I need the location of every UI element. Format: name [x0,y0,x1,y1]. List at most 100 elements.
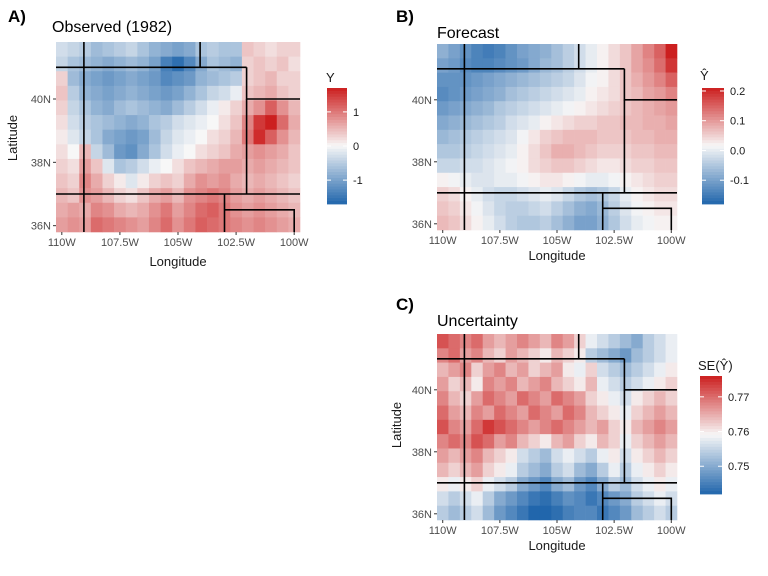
heatmap-cell [482,405,495,421]
heatmap-cell [574,477,586,492]
heatmap-cell [574,334,586,349]
heatmap-cell [448,477,461,492]
heatmap-cell [539,115,552,131]
legend-color-step [700,405,722,409]
heatmap-cell [448,334,461,349]
panel-b-x-axis: 110W 107.5W 105W 102.5W 100W [429,230,686,247]
heatmap-cell [276,129,289,145]
heatmap-cell [288,100,301,116]
legend-color-step [700,437,722,442]
heatmap-cell [265,56,278,72]
heatmap-cell [437,419,449,435]
legend-color-step [327,172,347,176]
heatmap-cell [79,71,92,87]
legend-color-step [700,488,722,492]
heatmap-cell [631,334,644,349]
legend-color-step [702,146,724,150]
heatmap-cell [619,505,632,521]
heatmap-cell [448,419,461,435]
heatmap-cell [562,86,575,102]
heatmap-cell [528,115,541,131]
heatmap-cell [562,362,575,378]
legend-color-step [700,381,722,386]
legend-color-step [702,134,724,138]
legend-color-step [327,143,347,147]
heatmap-cell [437,391,449,406]
heatmap-cell [459,101,472,116]
heatmap-cell [471,144,484,159]
heatmap-cell [448,348,461,363]
heatmap-cell [265,158,278,174]
heatmap-cell [114,202,127,218]
heatmap-cell [218,144,231,160]
heatmap-cell [288,144,301,160]
legend-color-step [700,411,722,415]
heatmap-cell [67,115,80,130]
heatmap-cell [574,58,586,73]
heatmap-cell [517,434,529,449]
heatmap-cell [619,101,632,116]
heatmap-cell [137,144,150,160]
heatmap-cell [125,71,138,87]
heatmap-cell [482,72,495,88]
heatmap-cell [67,85,80,101]
heatmap-cell [67,42,80,57]
heatmap-cell [585,334,598,349]
heatmap-cell [183,129,196,145]
heatmap-cell [654,362,666,378]
legend-color-step [700,491,722,495]
heatmap-cell [471,505,484,521]
heatmap-cell [56,202,68,218]
legend-color-step [702,102,724,106]
legend-color-step [702,131,724,135]
heatmap-cell [494,86,506,102]
heatmap-cell [172,56,185,72]
heatmap-cell [102,42,115,57]
heatmap-cell [137,42,150,57]
heatmap-cell [642,462,655,478]
heatmap-cell [125,173,138,189]
heatmap-cell [517,58,529,73]
heatmap-cell [562,58,575,73]
heatmap-cell [551,448,564,464]
heatmap-cell [482,187,495,202]
panel-a-heatmap [56,42,301,233]
heatmap-cell [585,187,598,202]
legend-tick-label: -0.1 [730,175,749,187]
legend-color-step [702,96,724,100]
heatmap-cell [631,391,644,406]
heatmap-cell [642,405,655,421]
heatmap-cell [665,172,678,188]
heatmap-cell [160,173,173,189]
legend-color-step [702,177,724,182]
legend-color-step [702,189,724,193]
heatmap-cell [494,362,506,378]
legend-color-step [700,446,722,451]
heatmap-cell [437,448,449,464]
heatmap-cell [631,187,644,202]
heatmap-cell [562,129,575,145]
heatmap-cell [218,56,231,72]
heatmap-cell [230,158,243,174]
heatmap-cell [608,405,621,421]
heatmap-cell [631,172,644,188]
heatmap-cell [517,101,529,116]
heatmap-cell [562,215,575,231]
heatmap-cell [574,101,586,116]
heatmap-cell [654,334,666,349]
panel-b: B) Forecast 110W 107.5W 105W 102.5W 100W 36N… [396,7,749,263]
heatmap-cell [183,217,196,233]
heatmap-cell [505,405,518,421]
heatmap-cell [619,172,632,188]
heatmap-cell [642,172,655,188]
heatmap-cell [505,477,518,492]
heatmap-cell [148,115,161,130]
heatmap-cell [528,405,541,421]
heatmap-cell [517,44,529,59]
legend-color-step [702,93,724,98]
legend-color-step [700,476,722,480]
heatmap-cell [528,215,541,231]
heatmap-cell [528,505,541,521]
heatmap-cell [276,158,289,174]
heatmap-cell [528,44,541,59]
